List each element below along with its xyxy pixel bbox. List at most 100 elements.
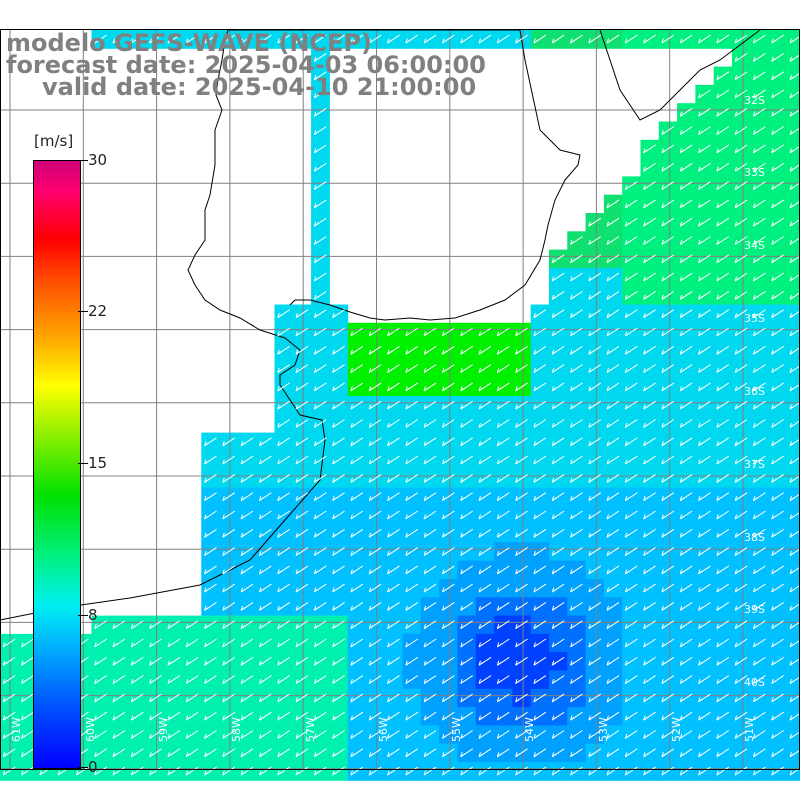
wind-arrow [441,693,455,703]
wind-arrow [661,327,675,337]
wind-arrow [624,382,638,392]
wind-arrow [258,528,272,538]
wind-arrow [588,272,602,282]
wind-arrow [405,748,419,758]
wind-arrow [313,382,327,392]
wind-arrow [460,382,473,392]
wind-arrow [643,236,656,245]
wind-arrow [277,565,290,575]
wind-arrow [716,181,730,191]
wind-arrow [533,34,547,44]
wind-arrow [624,730,638,739]
wind-arrow [570,565,583,575]
wind-arrow [313,345,327,355]
wind-arrow [423,638,437,648]
wind-arrow [752,144,766,154]
wind-arrow [771,382,784,392]
wind-arrow [661,730,675,739]
wind-arrow [588,345,602,355]
wind-arrow [551,601,565,611]
wind-arrow [277,766,290,776]
wind-arrow [588,290,602,300]
wind-arrow [734,510,748,520]
wind-arrow [606,236,620,245]
wind-arrow [734,126,748,136]
wind-speed-cell [786,84,800,104]
wind-arrow [185,693,199,703]
wind-arrow [551,272,565,282]
wind-arrow [551,419,565,428]
wind-arrow [313,620,327,630]
wind-arrow [752,583,766,593]
wind-arrow [606,583,620,593]
wind-arrow [496,638,510,648]
wind-arrow [313,693,327,703]
wind-arrow [734,345,748,355]
wind-arrow [295,528,309,538]
lon-label: 51W [743,717,756,742]
wind-arrow [734,162,748,172]
wind-arrow [313,217,327,227]
wind-arrow [588,693,602,703]
wind-arrow [551,345,565,355]
wind-arrow [789,72,800,81]
wind-arrow [350,382,364,392]
wind-speed-cell [786,505,800,525]
colorbar-tick: 0 [88,758,98,776]
wind-arrow [112,620,126,630]
wind-arrow [752,492,766,502]
wind-arrow [313,711,327,721]
wind-arrow [2,711,16,721]
wind-arrow [588,638,602,648]
wind-arrow [350,419,364,428]
wind-arrow [771,89,784,99]
wind-arrow [624,492,638,502]
wind-arrow [240,34,254,44]
wind-arrow [533,400,547,410]
wind-arrow [295,34,309,44]
wind-arrow [771,400,784,410]
wind-arrow [771,620,784,630]
wind-arrow [679,236,693,245]
wind-arrow [771,473,784,483]
wind-arrow [570,693,583,703]
wind-arrow [734,364,748,374]
wind-arrow [405,638,419,648]
wind-arrow [588,492,602,502]
wind-arrow [588,656,602,666]
wind-arrow [441,492,455,502]
wind-speed-cell [786,707,800,726]
wind-arrow [496,528,510,538]
wind-arrow [258,766,272,776]
wind-arrow [387,748,400,758]
wind-arrow [21,656,34,666]
wind-arrow [405,620,419,630]
wind-arrow [570,656,583,666]
wind-arrow [313,126,327,136]
wind-arrow [240,565,254,575]
wind-arrow [734,52,748,62]
wind-arrow [661,126,675,136]
wind-arrow [332,748,345,758]
wind-arrow [441,419,455,428]
wind-arrow [350,766,364,776]
wind-arrow [679,217,693,227]
wind-arrow [441,34,455,44]
wind-arrow [350,400,364,410]
wind-arrow [643,400,656,410]
wind-arrow [387,419,400,428]
wind-arrow [533,492,547,502]
wind-arrow [606,309,620,319]
wind-arrow [515,473,528,483]
wind-arrow [295,547,309,557]
wind-arrow [716,583,730,593]
wind-arrow [570,638,583,648]
wind-arrow [258,656,272,666]
wind-arrow [441,711,455,721]
wind-arrow [752,34,766,44]
wind-arrow [515,455,528,465]
wind-arrow [734,71,748,81]
wind-arrow [734,711,748,721]
wind-arrow [551,711,565,721]
wind-speed-cell [786,688,800,708]
